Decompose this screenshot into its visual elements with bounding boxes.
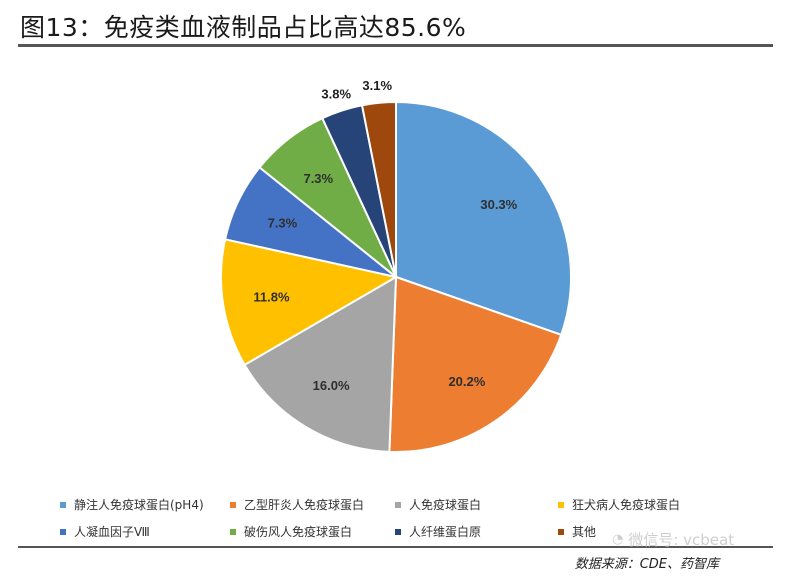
watermark: ◔ 微信号: vcbeat [612,529,734,550]
pie-slice-label-3: 16.0% [313,378,350,393]
wechat-icon: ◔ [612,532,624,547]
legend-item-2: 乙型肝炎人免疫球蛋白 [230,496,395,513]
title-rule [18,44,773,47]
legend-item-7: 人纤维蛋白原 [395,523,558,540]
legend-label: 狂犬病人免疫球蛋白 [572,498,681,512]
source-note: 数据来源：CDE、药智库 [574,557,719,572]
legend-label: 人免疫球蛋白 [409,498,482,512]
footer-rule [18,546,773,548]
legend-swatch [558,528,564,535]
legend-label: 静注人免疫球蛋白(pH4) [74,498,204,512]
legend-swatch [395,528,401,535]
legend-swatch [60,528,66,535]
pie-slice-label-5: 7.3% [268,216,298,231]
legend-swatch [60,501,66,508]
legend-item-3: 人免疫球蛋白 [395,496,558,513]
legend-label: 破伤风人免疫球蛋白 [244,525,353,539]
pie-slice-3 [243,275,398,453]
legend-item-4: 狂犬病人免疫球蛋白 [558,496,748,513]
legend-label: 人凝血因子Ⅷ [74,525,150,539]
pie-slice-label-1: 30.3% [480,197,517,212]
pie-slice-2 [388,275,563,453]
pie-slice-8 [360,100,397,278]
legend-item-1: 静注人免疫球蛋白(pH4) [60,496,230,513]
legend-item-5: 人凝血因子Ⅷ [60,523,230,540]
pie-slice-label-6: 7.3% [303,171,333,186]
pie-slice-label-7: 3.8% [321,87,351,102]
legend-label: 其他 [572,525,597,539]
pie-slice-label-2: 20.2% [448,374,485,389]
legend-swatch [230,501,236,508]
pie-slice-label-4: 11.8% [253,289,290,304]
legend-item-6: 破伤风人免疫球蛋白 [230,523,395,540]
legend-item-8: 其他 [558,523,748,540]
legend-label: 人纤维蛋白原 [409,525,482,539]
legend: 静注人免疫球蛋白(pH4) 乙型肝炎人免疫球蛋白 人免疫球蛋白 狂犬病人免疫球蛋白人凝… [60,496,760,540]
legend-swatch [558,501,564,508]
legend-swatch [395,501,401,508]
watermark-text: 微信号: vcbeat [628,531,735,549]
pie-slice-label-8: 3.1% [362,78,392,93]
legend-label: 乙型肝炎人免疫球蛋白 [244,498,365,512]
chart-title: 图13：免疫类血液制品占比高达85.6% [20,13,467,42]
pie-slice-1 [395,100,572,337]
pie-slice-4 [220,238,399,367]
legend-swatch [230,528,236,535]
